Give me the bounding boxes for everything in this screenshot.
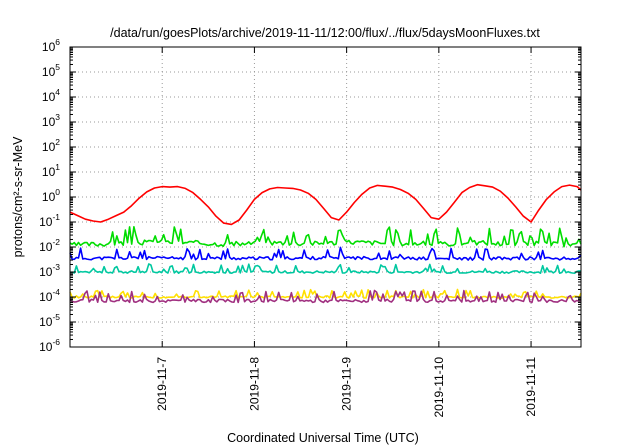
y-tick-label: 10-3 bbox=[39, 262, 60, 279]
y-tick-base: 10 bbox=[39, 290, 53, 304]
x-tick-label: 2019-11-9 bbox=[340, 357, 354, 411]
series-lines bbox=[69, 183, 582, 304]
y-tick-label: 100 bbox=[42, 187, 60, 204]
grid-lines bbox=[70, 47, 581, 347]
series-line-5 bbox=[69, 288, 582, 299]
y-tick-base: 10 bbox=[42, 190, 56, 204]
y-axis-label: protons/cm²-s-sr-MeV bbox=[11, 136, 25, 258]
y-tick-label: 105 bbox=[42, 62, 60, 79]
y-tick-label: 10-2 bbox=[39, 237, 60, 254]
y-tick-base: 10 bbox=[42, 115, 56, 129]
y-tick-label: 103 bbox=[42, 112, 60, 129]
y-tick-label: 104 bbox=[42, 87, 60, 104]
x-tick-label: 2019-11-8 bbox=[247, 357, 261, 411]
y-tick-exponent: -6 bbox=[52, 337, 60, 347]
y-tick-label: 101 bbox=[42, 162, 60, 179]
y-tick-label: 10-5 bbox=[39, 312, 60, 329]
y-tick-base: 10 bbox=[42, 165, 56, 179]
x-tick-label: 2019-11-11 bbox=[524, 357, 538, 417]
y-tick-base: 10 bbox=[39, 265, 53, 279]
x-axis: 2019-11-7 2019-11-8 2019-11-9 2019-11-10 201… bbox=[155, 47, 538, 418]
y-tick-exponent: 2 bbox=[55, 137, 60, 147]
x-tick-label: 2019-11-7 bbox=[155, 357, 169, 411]
y-tick-exponent: -3 bbox=[52, 262, 60, 272]
y-tick-exponent: 0 bbox=[55, 187, 60, 197]
y-tick-base: 10 bbox=[39, 340, 53, 354]
x-axis-label: Coordinated Universal Time (UTC) bbox=[227, 431, 419, 445]
series-line-3 bbox=[69, 263, 582, 274]
y-tick-label: 10-6 bbox=[39, 337, 60, 354]
x-tick-label: 2019-11-10 bbox=[432, 357, 446, 418]
y-tick-exponent: -1 bbox=[52, 212, 60, 222]
y-tick-label: 102 bbox=[42, 137, 60, 154]
y-tick-exponent: -4 bbox=[52, 287, 60, 297]
y-tick-exponent: 4 bbox=[55, 87, 60, 97]
y-axis: 10-610-510-410-310-210-11001011021031041… bbox=[39, 37, 581, 354]
series-line-4 bbox=[69, 246, 582, 261]
y-tick-base: 10 bbox=[42, 90, 56, 104]
y-tick-base: 10 bbox=[42, 140, 56, 154]
y-tick-exponent: 3 bbox=[55, 112, 60, 122]
y-tick-base: 10 bbox=[39, 215, 53, 229]
series-line-2 bbox=[69, 226, 582, 248]
y-tick-exponent: -2 bbox=[52, 237, 60, 247]
y-tick-exponent: -5 bbox=[52, 312, 60, 322]
y-tick-base: 10 bbox=[42, 65, 56, 79]
y-tick-label: 10-4 bbox=[39, 287, 60, 304]
y-tick-base: 10 bbox=[42, 40, 56, 54]
y-tick-base: 10 bbox=[39, 240, 53, 254]
y-tick-exponent: 1 bbox=[55, 162, 60, 172]
y-tick-label: 106 bbox=[42, 37, 60, 54]
chart-title: /data/run/goesPlots/archive/2019-11-11/1… bbox=[110, 26, 540, 40]
series-line-6 bbox=[69, 289, 582, 304]
y-tick-exponent: 5 bbox=[55, 62, 60, 72]
y-tick-exponent: 6 bbox=[55, 37, 60, 47]
y-tick-base: 10 bbox=[39, 315, 53, 329]
y-tick-label: 10-1 bbox=[39, 212, 60, 229]
series-line-1 bbox=[69, 183, 582, 226]
